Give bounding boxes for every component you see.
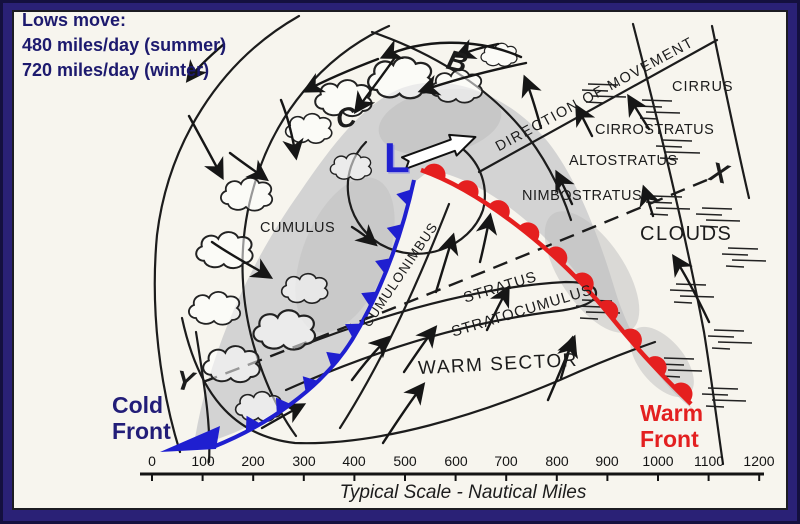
- scale-tick-label: 900: [595, 453, 619, 469]
- scale-tick-label: 200: [241, 453, 265, 469]
- scale-tick-label: 100: [191, 453, 215, 469]
- scale-tick-label: 0: [148, 453, 156, 469]
- scale-caption: Typical Scale - Nautical Miles: [339, 482, 587, 503]
- warm-front-line: [420, 163, 693, 406]
- lows-move-summer: 480 miles/day (summer): [22, 35, 227, 55]
- nimbostratus-label: NIMBOSTRATUS: [522, 188, 643, 204]
- lows-move-winter: 720 miles/day (winter): [22, 60, 210, 80]
- scale-tick-label: 1100: [693, 453, 725, 469]
- isobar-lines: [153, 14, 751, 466]
- cold-front-line: [160, 179, 416, 452]
- low-center-label: L: [384, 134, 410, 181]
- scale-tick-label: 1000: [642, 453, 674, 469]
- scale-tick-label: 1200: [743, 453, 775, 469]
- scale-bar: [140, 472, 764, 481]
- lows-move-title: Lows move:: [22, 10, 127, 30]
- scale-tick-label: 600: [444, 453, 468, 469]
- scale-tick-label: 500: [393, 453, 417, 469]
- warm-front-label: Warm Front: [640, 400, 704, 453]
- scale-tick-label: 700: [494, 453, 518, 469]
- scale-tick-label: 800: [545, 453, 569, 469]
- cold-front-tip-arrow: [160, 426, 220, 452]
- clouds-region-label: CLOUDS: [640, 223, 733, 245]
- cirrus-label: CIRRUS: [672, 79, 734, 95]
- scale-tick-label: 300: [292, 453, 316, 469]
- cirrostratus-label: CIRROSTRATUS: [595, 122, 715, 138]
- point-c-label: C: [333, 100, 359, 135]
- cold-front-label: Cold Front: [112, 392, 171, 445]
- cumulus-label: CUMULUS: [260, 220, 336, 236]
- scale-tick-label: 400: [342, 453, 366, 469]
- altostratus-label: ALTOSTRATUS: [569, 153, 678, 169]
- wind-arrows: [185, 39, 711, 445]
- trough-dashed-line: [202, 175, 715, 384]
- movement-arrow: [400, 133, 477, 170]
